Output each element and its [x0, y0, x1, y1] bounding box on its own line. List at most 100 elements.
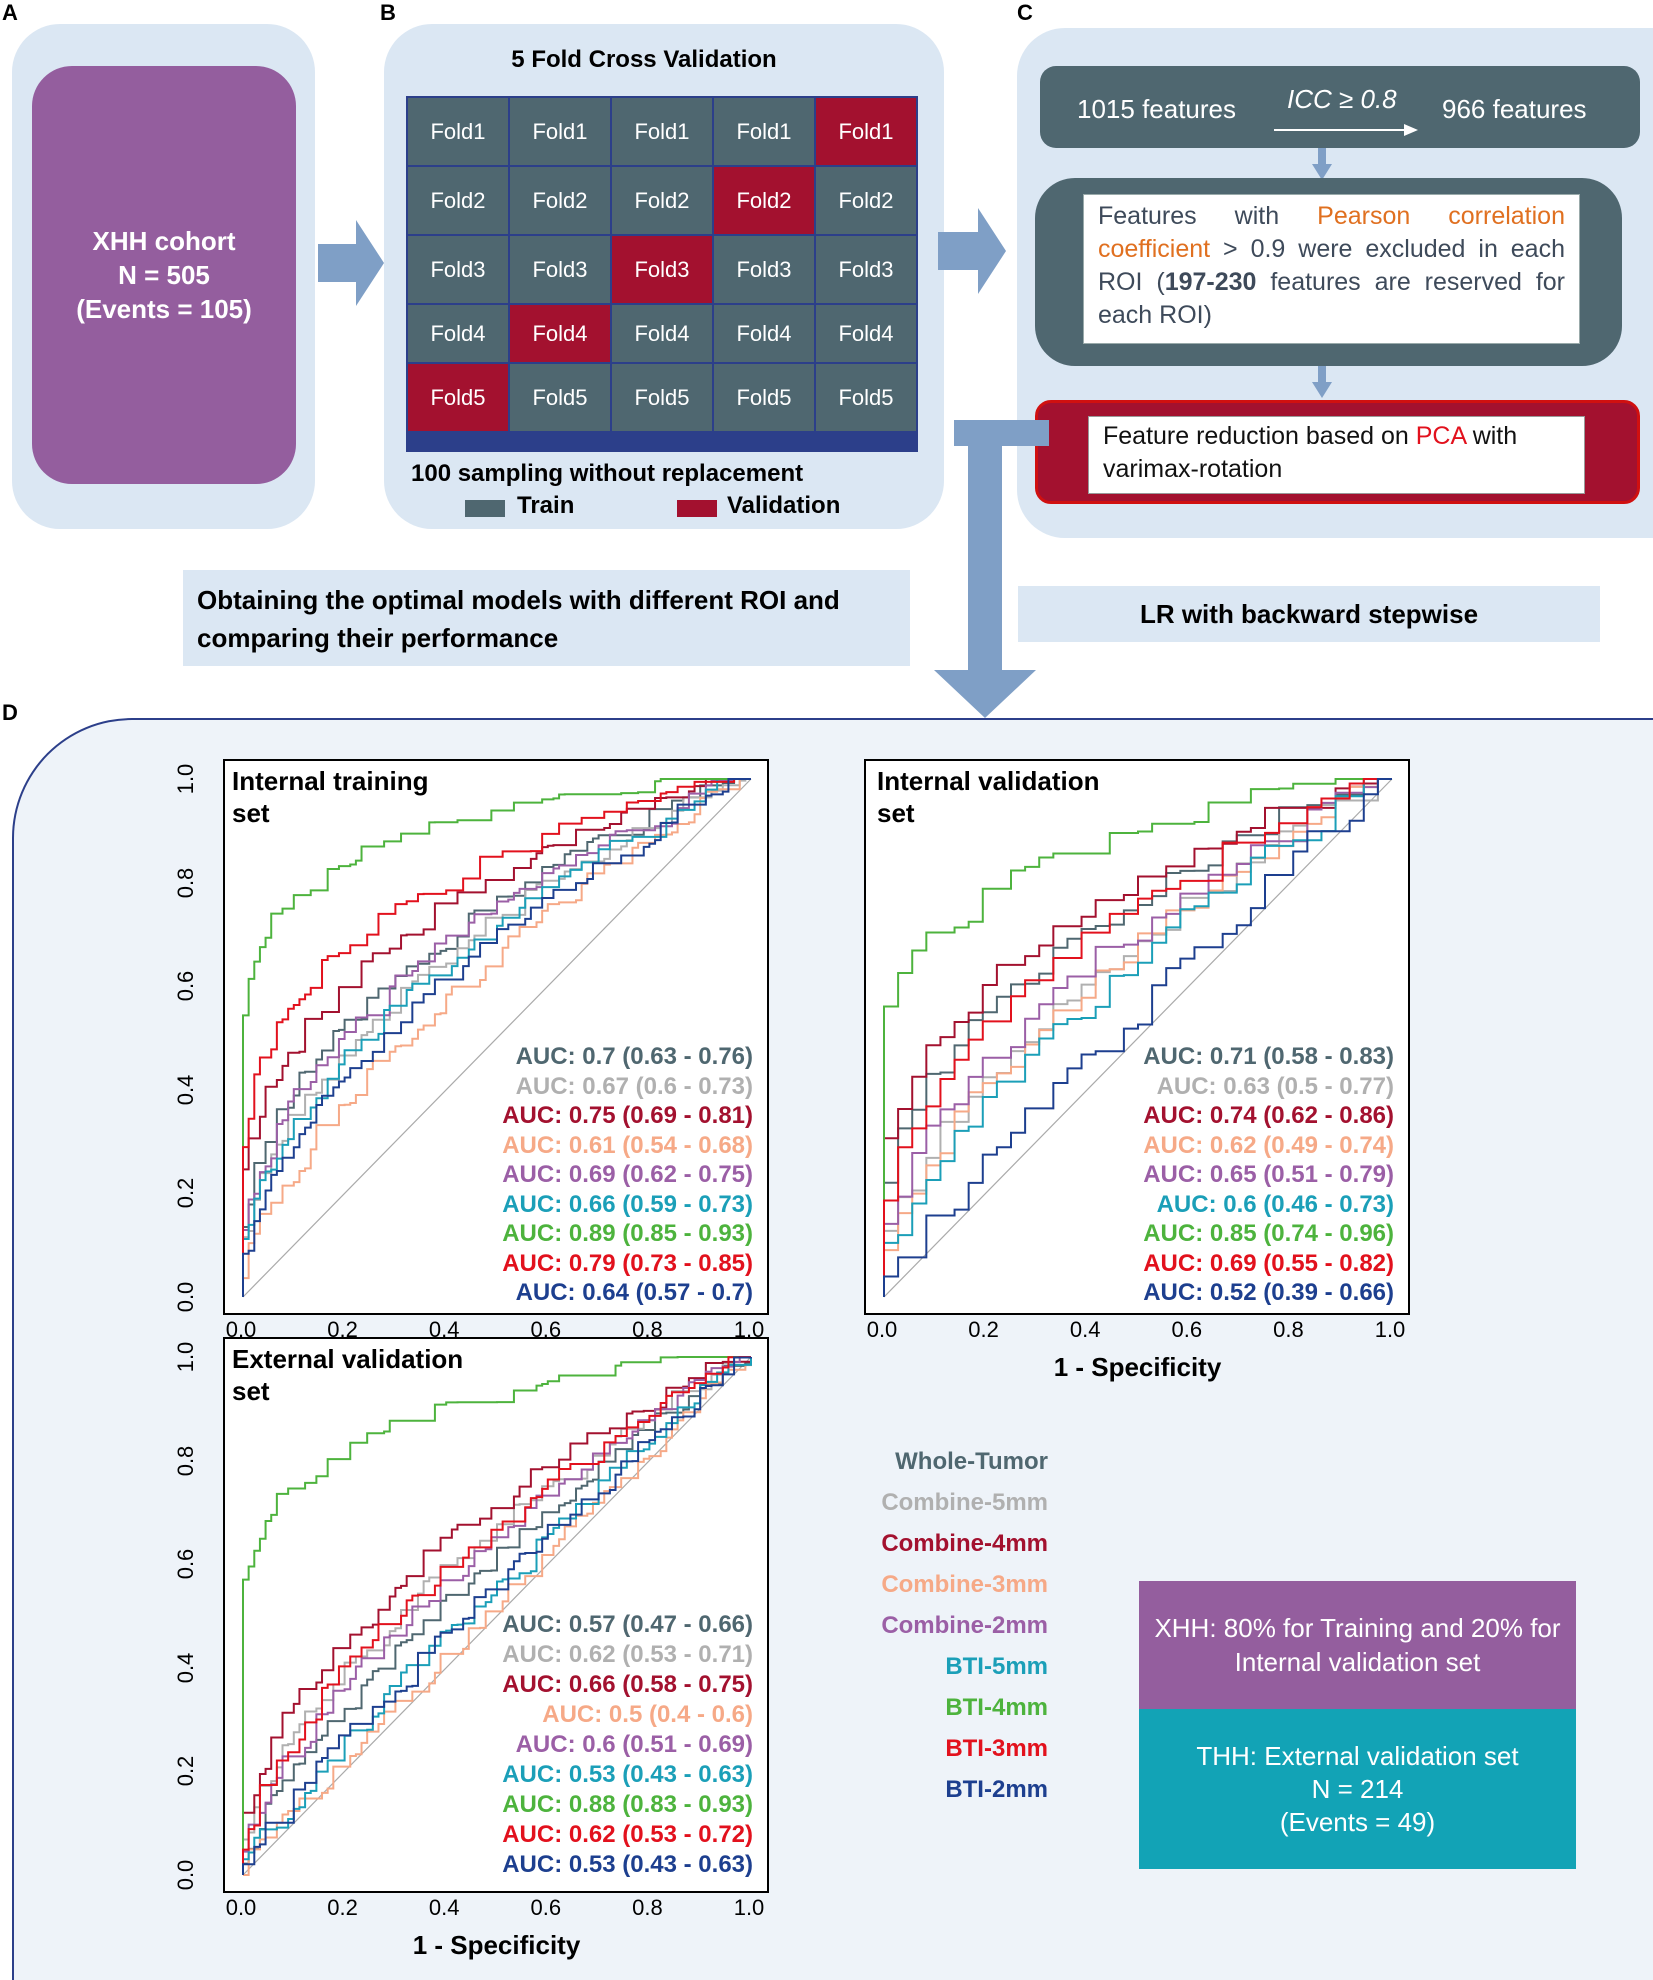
features-in-text: 1015 features: [1077, 94, 1237, 124]
fold-cell-r5-c4: Fold5: [714, 364, 814, 431]
chart-external-validation: External validation set AUC: 0.57 (0.47 …: [223, 1337, 770, 1894]
roi-legend: Whole-Tumor Combine-5mm Combine-4mm Combine…: [820, 1448, 1048, 1806]
pearson-text-2: > 0.9 were excluded in each ROI (: [1098, 235, 1565, 296]
auc-ci: (0.5 - 0.77): [1276, 1072, 1394, 1100]
auc-label-combine-3mm: AUC: 0.61 (0.54 - 0.68): [502, 1132, 753, 1160]
chart-external-validation-xlabel: 1 - Specificity: [412, 1930, 581, 1960]
chart-internal-validation-xlabel: 1 - Specificity: [1053, 1352, 1222, 1382]
auc-prefix: AUC:: [502, 1641, 569, 1668]
auc-value: 0.5: [608, 1701, 649, 1728]
auc-prefix: AUC:: [1143, 1161, 1210, 1188]
legend-item-bti-3mm: BTI-3mm: [945, 1735, 1048, 1762]
auc-label-combine-4mm: AUC: 0.74 (0.62 - 0.86): [1143, 1102, 1394, 1130]
arrow-a-to-b-icon: [318, 220, 384, 306]
fold-cell-r3-c4: Fold3: [714, 236, 814, 303]
auc-prefix: AUC:: [1143, 1131, 1210, 1159]
auc-value: 0.57: [568, 1611, 623, 1638]
auc-value: 0.85: [1209, 1220, 1264, 1247]
auc-ci: (0.57 - 0.7): [635, 1279, 753, 1306]
panel-label-d: D: [2, 700, 18, 725]
fold-cell-r3-c2: Fold3: [510, 236, 610, 303]
auc-label-combine-4mm: AUC: 0.66 (0.58 - 0.75): [502, 1671, 753, 1699]
legend-item-bti-2mm: BTI-2mm: [945, 1776, 1048, 1803]
fold-cell-r3-c3: Fold3: [612, 236, 712, 303]
auc-label-combine-3mm: AUC: 0.5 (0.4 - 0.6): [542, 1701, 753, 1729]
icc-box: [1040, 66, 1640, 148]
auc-prefix: AUC:: [502, 1851, 569, 1878]
auc-label-bti-4mm: AUC: 0.89 (0.85 - 0.93): [502, 1220, 753, 1248]
fold-cell-r1-c1: Fold1: [408, 98, 508, 165]
chart-external-validation-plot: [242, 1356, 752, 1876]
fold-cell-r4-c2: Fold4: [510, 305, 610, 362]
panel-label-c: C: [1017, 0, 1033, 25]
auc-value: 0.53: [568, 1761, 623, 1788]
auc-value: 0.69: [568, 1161, 623, 1188]
legend-validation-label: Validation: [727, 492, 841, 519]
auc-value: 0.52: [1209, 1279, 1264, 1306]
xhh-cohort-box: XHH cohort N = 505 (Events = 105): [32, 66, 296, 484]
auc-value: 0.7: [582, 1043, 623, 1070]
roc-curve-combine-4mm: [242, 778, 751, 1297]
fold-cell-r5-c2: Fold5: [510, 364, 610, 431]
auc-ci: (0.47 - 0.66): [622, 1611, 753, 1638]
auc-label-combine-2mm: AUC: 0.65 (0.51 - 0.79): [1143, 1161, 1394, 1189]
auc-prefix: AUC:: [502, 1102, 569, 1129]
roc-curve-combine-2mm: [242, 1356, 751, 1875]
auc-label-bti-3mm: AUC: 0.69 (0.55 - 0.82): [1143, 1250, 1394, 1278]
auc-ci: (0.85 - 0.93): [622, 1220, 753, 1247]
legend-item-combine-3mm: Combine-3mm: [881, 1571, 1048, 1598]
chart-external-validation-title: External validation set: [232, 1344, 464, 1406]
auc-prefix: AUC:: [1143, 1043, 1210, 1070]
auc-label-bti-2mm: AUC: 0.64 (0.57 - 0.7): [516, 1279, 753, 1307]
chart-1-reference-diagonal: [883, 778, 1393, 1298]
icc-text: ICC ≥ 0.8: [1287, 84, 1397, 114]
auc-value: 0.79: [568, 1249, 623, 1277]
auc-label-combine-5mm: AUC: 0.67 (0.6 - 0.73): [516, 1073, 753, 1101]
auc-label-bti-2mm: AUC: 0.53 (0.43 - 0.63): [502, 1851, 753, 1879]
pearson-highlight: Pearson correlation coefficient: [1098, 202, 1565, 263]
fold-cell-r4-c3: Fold4: [612, 305, 712, 362]
auc-label-bti-3mm: AUC: 0.62 (0.53 - 0.72): [502, 1821, 753, 1849]
auc-ci: (0.63 - 0.76): [622, 1043, 753, 1070]
pca-highlight: PCA: [1415, 422, 1466, 450]
pearson-range: 197-230: [1164, 268, 1257, 296]
auc-ci: (0.58 - 0.83): [1263, 1043, 1394, 1070]
auc-label-bti-3mm: AUC: 0.79 (0.73 - 0.85): [502, 1250, 753, 1278]
thh-title: THH: External validation set: [1196, 1740, 1519, 1771]
auc-label-bti-4mm: AUC: 0.85 (0.74 - 0.96): [1143, 1220, 1394, 1248]
chart-internal-training-plot: [242, 778, 752, 1298]
fold-cell-r2-c1: Fold2: [408, 167, 508, 234]
auc-label-bti-4mm: AUC: 0.88 (0.83 - 0.93): [502, 1791, 753, 1819]
panel-label-a: A: [2, 0, 18, 25]
auc-value: 0.64: [582, 1279, 636, 1306]
down-arrow-2-icon: [1312, 366, 1332, 398]
arrow-b-to-c-icon: [938, 208, 1006, 294]
auc-value: 0.62: [1209, 1131, 1264, 1159]
legend-item-bti-5mm: BTI-5mm: [945, 1653, 1048, 1680]
auc-label-bti-5mm: AUC: 0.53 (0.43 - 0.63): [502, 1761, 753, 1789]
xhh-cohort-events: (Events = 105): [76, 294, 252, 324]
lr-caption: LR with backward stepwise: [1018, 586, 1600, 642]
auc-label-whole-tumor: AUC: 0.71 (0.58 - 0.83): [1143, 1043, 1394, 1071]
fold-cell-r2-c3: Fold2: [612, 167, 712, 234]
pca-text-2: with varimax-rotation: [1103, 422, 1518, 483]
auc-value: 0.88: [568, 1791, 623, 1818]
auc-value: 0.61: [568, 1131, 623, 1159]
auc-ci: (0.62 - 0.75): [622, 1161, 753, 1188]
auc-value: 0.66: [568, 1190, 623, 1218]
features-out-text: 966 features: [1442, 94, 1587, 124]
auc-value: 0.65: [1209, 1161, 1264, 1188]
panel-label-b: B: [380, 0, 396, 25]
chart-0-reference-diagonal: [242, 778, 752, 1298]
fold-cell-r5-c3: Fold5: [612, 364, 712, 431]
auc-value: 0.53: [568, 1851, 623, 1878]
optimal-models-caption: Obtaining the optimal models with differ…: [183, 570, 910, 666]
auc-value: 0.74: [1209, 1102, 1264, 1129]
fold-cell-r1-c5: Fold1: [816, 98, 916, 165]
auc-ci: (0.6 - 0.73): [635, 1072, 753, 1100]
auc-prefix: AUC:: [542, 1701, 609, 1728]
auc-label-whole-tumor: AUC: 0.7 (0.63 - 0.76): [516, 1043, 753, 1071]
fold-cell-r2-c4: Fold2: [714, 167, 814, 234]
auc-value: 0.69: [1209, 1249, 1264, 1277]
fold-cell-r3-c1: Fold3: [408, 236, 508, 303]
